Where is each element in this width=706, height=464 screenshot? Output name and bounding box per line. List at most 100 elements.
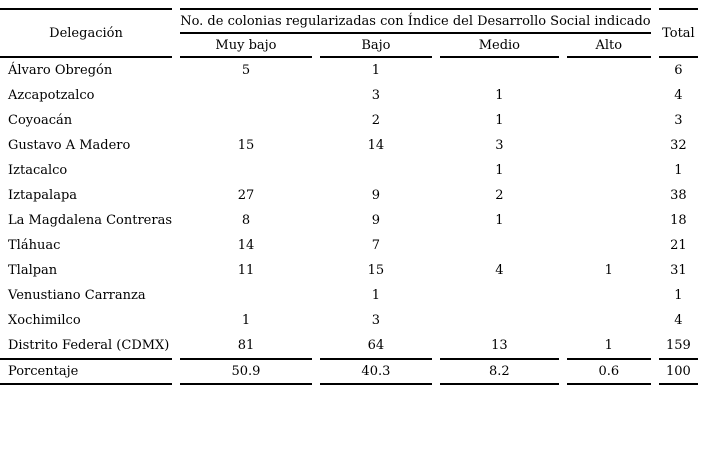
cell-value bbox=[567, 208, 651, 233]
cell-value bbox=[440, 233, 559, 258]
cell-value: 100 bbox=[658, 360, 698, 385]
row-label: Distrito Federal (CDMX) bbox=[0, 333, 172, 360]
cell-value: 11 bbox=[237, 263, 255, 278]
table-row: Azcapotzalco 3 1 4 bbox=[0, 83, 698, 108]
cell-value: 1 bbox=[495, 113, 504, 128]
cell-value bbox=[440, 308, 559, 333]
cell-value: 14 bbox=[367, 138, 385, 153]
column-header-muy-bajo: Muy bajo bbox=[180, 34, 312, 58]
column-header-alto: Alto bbox=[566, 34, 651, 58]
cell-value: 4 bbox=[674, 313, 683, 328]
cell-value: 8 bbox=[241, 213, 251, 228]
cell-value bbox=[567, 158, 651, 183]
table-row: Venustiano Carranza 1 1 bbox=[0, 283, 698, 308]
cell-value: 31 bbox=[670, 263, 687, 278]
table-row-totals: Distrito Federal (CDMX) 81 64 13 1 159 bbox=[0, 333, 698, 360]
cell-value: 1 bbox=[241, 313, 251, 328]
cell-value: 21 bbox=[670, 238, 687, 253]
cell-value: 2 bbox=[371, 113, 381, 128]
column-header-delegacion: Delegación bbox=[0, 8, 172, 58]
row-label: Xochimilco bbox=[8, 313, 81, 328]
row-label: Coyoacán bbox=[8, 113, 73, 128]
header-row-subcolumns: Muy bajo Bajo Medio Alto bbox=[0, 34, 698, 58]
cell-value: 18 bbox=[670, 213, 687, 228]
cell-value: 1 bbox=[371, 288, 381, 303]
cell-value bbox=[440, 58, 559, 83]
cell-value: 0.6 bbox=[566, 360, 651, 385]
table-row: Iztapalapa 27 9 2 38 bbox=[0, 183, 698, 208]
cell-value: 1 bbox=[674, 163, 683, 178]
cell-value: 81 bbox=[180, 333, 312, 360]
cell-value: 4 bbox=[495, 263, 504, 278]
table-row: Coyoacán 2 1 3 bbox=[0, 108, 698, 133]
row-label: Iztacalco bbox=[8, 163, 68, 178]
table-row: Gustavo A Madero 15 14 3 32 bbox=[0, 133, 698, 158]
row-label: Tláhuac bbox=[8, 238, 61, 253]
cell-value: 159 bbox=[658, 333, 698, 360]
cell-value: 15 bbox=[367, 263, 385, 278]
cell-value: 1 bbox=[674, 288, 683, 303]
cell-value: 1 bbox=[495, 163, 504, 178]
cell-value: 50.9 bbox=[180, 360, 312, 385]
row-label: Azcapotzalco bbox=[8, 88, 95, 103]
cell-value: 3 bbox=[371, 313, 381, 328]
row-label: Porcentaje bbox=[0, 360, 172, 385]
cell-value bbox=[180, 108, 312, 133]
cell-value: 14 bbox=[237, 238, 255, 253]
cell-value bbox=[567, 108, 651, 133]
cell-value: 32 bbox=[670, 138, 687, 153]
column-header-total: Total bbox=[658, 8, 698, 58]
cell-value: 3 bbox=[495, 138, 504, 153]
cell-value bbox=[567, 233, 651, 258]
cell-value bbox=[567, 58, 651, 83]
cell-value bbox=[567, 133, 651, 158]
column-header-bajo: Bajo bbox=[319, 34, 432, 58]
cell-value: 40.3 bbox=[319, 360, 432, 385]
cell-value: 15 bbox=[237, 138, 255, 153]
row-label: Tlalpan bbox=[8, 263, 58, 278]
table-row: Álvaro Obregón 5 1 6 bbox=[0, 58, 698, 83]
cell-value: 9 bbox=[371, 213, 381, 228]
cell-value bbox=[320, 158, 432, 183]
cell-value bbox=[567, 283, 651, 308]
table-row-percentages: Porcentaje 50.9 40.3 8.2 0.6 100 bbox=[0, 360, 698, 385]
cell-value: 1 bbox=[495, 88, 504, 103]
header-row-group: Delegación No. de colonias regularizadas… bbox=[0, 8, 698, 58]
table-row: Xochimilco 1 3 4 bbox=[0, 308, 698, 333]
row-label: Iztapalapa bbox=[8, 188, 78, 203]
cell-value: 6 bbox=[674, 63, 683, 78]
row-label: Venustiano Carranza bbox=[8, 288, 146, 303]
cell-value: 1 bbox=[495, 213, 504, 228]
row-label: La Magdalena Contreras bbox=[8, 213, 172, 228]
cell-value bbox=[180, 83, 312, 108]
cell-value: 3 bbox=[674, 113, 683, 128]
cell-value: 5 bbox=[241, 63, 251, 78]
row-label: Gustavo A Madero bbox=[8, 138, 131, 153]
cell-value bbox=[567, 308, 651, 333]
cell-value: 1 bbox=[604, 263, 613, 278]
cell-value bbox=[567, 183, 651, 208]
table-row: La Magdalena Contreras 8 9 1 18 bbox=[0, 208, 698, 233]
column-group-header-ids: No. de colonias regularizadas con Índice… bbox=[180, 8, 651, 34]
cell-value: 3 bbox=[371, 88, 381, 103]
cell-value: 13 bbox=[439, 333, 559, 360]
table-row: Iztacalco 1 1 bbox=[0, 158, 698, 183]
cell-value: 64 bbox=[319, 333, 432, 360]
column-header-medio: Medio bbox=[439, 34, 559, 58]
table-row: Tláhuac 14 7 21 bbox=[0, 233, 698, 258]
cell-value: 2 bbox=[495, 188, 504, 203]
cell-value bbox=[180, 283, 312, 308]
cell-value: 9 bbox=[371, 188, 381, 203]
cell-value: 4 bbox=[674, 88, 683, 103]
cell-value: 8.2 bbox=[439, 360, 559, 385]
cell-value: 1 bbox=[566, 333, 651, 360]
cell-value bbox=[567, 83, 651, 108]
cell-value bbox=[440, 283, 559, 308]
cell-value: 38 bbox=[670, 188, 687, 203]
cell-value: 1 bbox=[371, 63, 381, 78]
row-label: Álvaro Obregón bbox=[8, 63, 113, 78]
cell-value bbox=[180, 158, 312, 183]
cell-value: 7 bbox=[371, 238, 381, 253]
table-row: Tlalpan 11 15 4 1 31 bbox=[0, 258, 698, 283]
data-table: Delegación No. de colonias regularizadas… bbox=[0, 8, 706, 385]
